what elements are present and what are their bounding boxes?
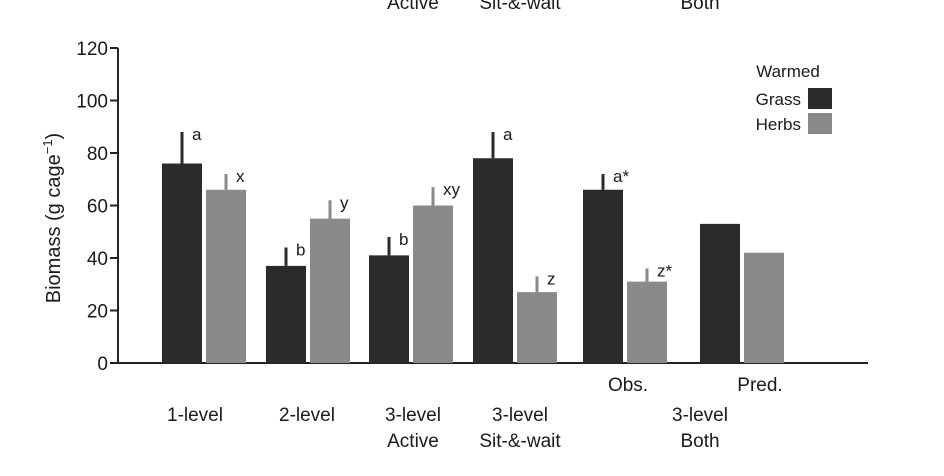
category-label: Obs. — [608, 375, 648, 396]
category-label: 3-level — [492, 405, 548, 426]
y-tick-label: 40 — [87, 249, 108, 270]
significance-letter: b — [399, 230, 408, 249]
bar-grass — [369, 255, 409, 363]
legend-title: Warmed — [756, 62, 820, 81]
category-label: 3-level — [385, 405, 441, 426]
category-label: 1-level — [167, 405, 223, 426]
bar-herbs — [744, 252, 784, 363]
bar-grass — [266, 265, 306, 363]
bar-grass — [700, 223, 740, 363]
y-tick-label: 120 — [76, 39, 108, 60]
significance-letter: a — [192, 125, 202, 144]
y-axis-label-main: Biomass (g cage — [43, 154, 65, 303]
y-axis-label-close: ) — [43, 133, 65, 140]
top-cropped-label: Sit-&-wait — [479, 0, 561, 14]
y-tick-label: 80 — [87, 144, 108, 165]
significance-letter: x — [236, 167, 245, 186]
bar-herbs — [206, 189, 246, 363]
legend-swatch — [808, 88, 832, 109]
bar-herbs — [413, 205, 453, 363]
y-axis-label-superscript: −1 — [40, 139, 55, 154]
significance-letter: xy — [443, 180, 461, 199]
bar-grass — [473, 158, 513, 363]
category-label: Pred. — [737, 375, 782, 396]
legend-label: Grass — [756, 90, 801, 109]
category-label: Sit-&-wait — [479, 431, 561, 452]
significance-letter: b — [296, 241, 305, 260]
group-caption: Both — [680, 431, 719, 452]
significance-letter: y — [340, 193, 349, 212]
y-tick-label: 100 — [76, 92, 108, 113]
y-axis-label: Biomass (g cage−1) — [40, 133, 65, 303]
bar-herbs — [627, 281, 667, 363]
bar-grass — [162, 163, 202, 363]
legend-label: Herbs — [756, 115, 801, 134]
top-cropped-label: Active — [387, 0, 439, 14]
y-tick-label: 20 — [87, 302, 108, 323]
bars: a x b y b xy a z a* z* — [162, 125, 784, 363]
significance-letter: z — [547, 269, 556, 288]
legend: Warmed Grass Herbs — [756, 62, 832, 134]
significance-letter: a — [503, 125, 513, 144]
bar-herbs — [310, 218, 350, 363]
significance-letter: z* — [657, 262, 673, 281]
group-caption: 3-level — [672, 405, 728, 426]
legend-swatch — [808, 113, 832, 134]
category-labels: 1-level 2-level 3-level Active 3-level Sit-&-… — [167, 375, 783, 452]
top-cropped-labels: Active Sit-&-wait Both — [387, 0, 719, 14]
bar-herbs — [517, 292, 557, 363]
bar-grass — [583, 189, 623, 363]
top-cropped-label: Both — [680, 0, 719, 14]
y-tick-label: 60 — [87, 197, 108, 218]
category-label: Active — [387, 431, 439, 452]
significance-letter: a* — [613, 167, 629, 186]
y-tick-label: 0 — [97, 354, 108, 375]
category-label: 2-level — [279, 405, 335, 426]
